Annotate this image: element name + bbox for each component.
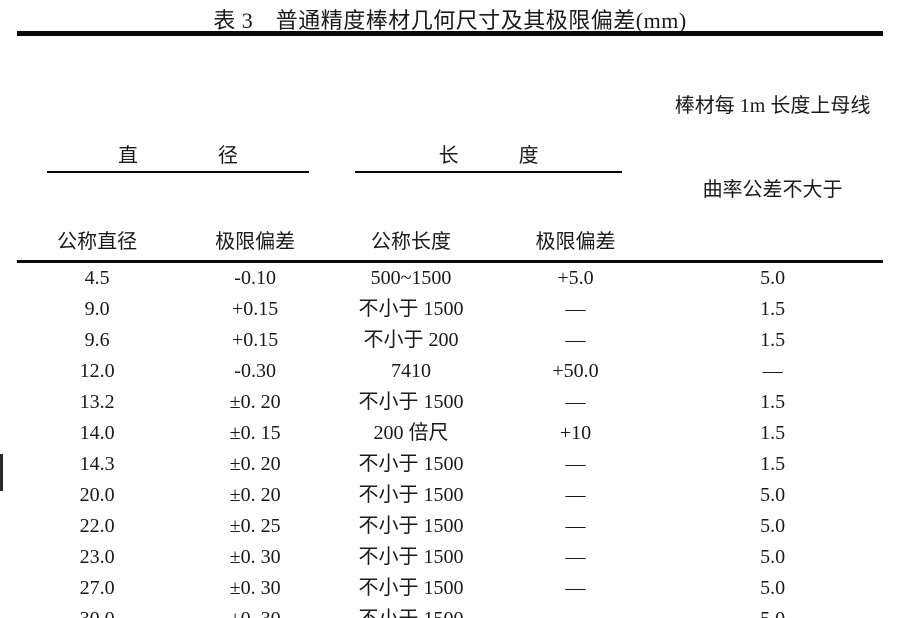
- cell-diameter-deviation: ±0. 15: [229, 422, 281, 444]
- column-group-length: 长 度: [333, 34, 662, 219]
- table-row: 30.0 ±0. 30 不小于 1500 — 5.0: [17, 604, 883, 618]
- table-row: 23.0 ±0. 30 不小于 1500 — 5.0: [17, 542, 883, 573]
- cell-nominal-length: 不小于 1500: [333, 604, 489, 618]
- cell-length-deviation: —: [565, 298, 586, 320]
- table-row: 4.5 -0.10 500~1500 +5.0 5.0: [17, 262, 883, 295]
- cell-nominal-diameter: 4.5: [84, 267, 110, 289]
- table-row: 20.0 ±0. 20 不小于 1500 — 5.0: [17, 480, 883, 511]
- cell-curvature-tolerance: 5.0: [760, 267, 786, 289]
- cell-length-deviation: —: [565, 577, 586, 599]
- cell-curvature-tolerance: 1.5: [760, 298, 786, 320]
- scan-artifact: [0, 454, 3, 491]
- cell-nominal-diameter: 13.2: [79, 391, 115, 413]
- table-row: 14.3 ±0. 20 不小于 1500 — 1.5: [17, 449, 883, 480]
- cell-nominal-diameter: 9.6: [84, 329, 110, 351]
- group-header-row: 直 径 长 度 棒材每 1m 长度上母线 曲率公差不大于: [17, 33, 883, 263]
- table-body: 4.5 -0.10 500~1500 +5.0 5.0 9.0 +0.15 不小…: [17, 262, 883, 618]
- cell-nominal-length: 不小于 1500: [358, 577, 464, 599]
- cell-nominal-length: 不小于 1500: [358, 298, 464, 320]
- cell-nominal-length: 不小于 1500: [358, 453, 464, 475]
- cell-nominal-diameter: 23.0: [79, 546, 115, 568]
- cell-nominal-length: 500~1500: [370, 267, 452, 289]
- cell-curvature-tolerance: 1.5: [760, 453, 786, 475]
- curvature-header-line1: 棒材每 1m 长度上母线: [674, 95, 871, 117]
- cell-diameter-deviation: ±0. 20: [229, 484, 281, 506]
- cell-nominal-diameter: 20.0: [79, 484, 115, 506]
- cell-nominal-length: 不小于 1500: [358, 515, 464, 537]
- cell-nominal-length: 不小于 1500: [358, 484, 464, 506]
- cell-curvature-tolerance: 5.0: [760, 577, 786, 599]
- column-header-nominal-diameter: 公称直径: [17, 218, 178, 263]
- column-header-curvature: 棒材每 1m 长度上母线 曲率公差不大于: [662, 33, 883, 263]
- length-group-label: 长 度: [438, 144, 539, 167]
- length-group-underline: 长 度: [355, 135, 623, 173]
- column-group-diameter: 直 径: [17, 34, 333, 219]
- cell-nominal-length: 7410: [391, 360, 432, 382]
- column-header-length-deviation: 极限偏差: [488, 218, 663, 263]
- cell-length-deviation: +10: [559, 422, 592, 444]
- table-row: 14.0 ±0. 15 200 倍尺 +10 1.5: [17, 418, 883, 449]
- cell-nominal-diameter: 14.3: [79, 453, 115, 475]
- cell-nominal-diameter: 27.0: [79, 577, 115, 599]
- cell-length-deviation: —: [565, 546, 586, 568]
- cell-length-deviation: —: [565, 329, 586, 351]
- table-row: 9.6 +0.15 不小于 200 — 1.5: [17, 325, 883, 356]
- cell-curvature-tolerance: —: [762, 360, 783, 382]
- table-row: 13.2 ±0. 20 不小于 1500 — 1.5: [17, 387, 883, 418]
- table-header: 直 径 长 度 棒材每 1m 长度上母线 曲率公差不大于 公称直径 极限偏差 公…: [17, 33, 883, 263]
- cell-curvature-tolerance: 5.0: [760, 515, 786, 537]
- cell-length-deviation: +5.0: [557, 267, 594, 289]
- cell-diameter-deviation: -0.10: [234, 267, 276, 289]
- table-title: 表 3 普通精度棒材几何尺寸及其极限偏差(mm): [213, 8, 687, 33]
- cell-nominal-length: 不小于 1500: [358, 546, 464, 568]
- cell-nominal-diameter: 12.0: [79, 360, 115, 382]
- cell-curvature-tolerance: 5.0: [760, 484, 786, 506]
- cell-curvature-tolerance: 5.0: [760, 546, 786, 568]
- table-row: 27.0 ±0. 30 不小于 1500 — 5.0: [17, 573, 883, 604]
- cell-curvature-tolerance: 1.5: [760, 329, 786, 351]
- column-header-nominal-length: 公称长度: [333, 218, 489, 263]
- cell-nominal-diameter: 22.0: [79, 515, 115, 537]
- diameter-group-underline: 直 径: [47, 135, 310, 173]
- cell-nominal-diameter: 30.0: [17, 604, 177, 618]
- cell-nominal-length: 200 倍尺: [373, 422, 449, 444]
- cell-nominal-diameter: 9.0: [84, 298, 110, 320]
- diameter-group-label: 直 径: [118, 144, 239, 167]
- cell-diameter-deviation: ±0. 30: [229, 546, 281, 568]
- table-row: 9.0 +0.15 不小于 1500 — 1.5: [17, 294, 883, 325]
- cell-nominal-length: 不小于 1500: [358, 391, 464, 413]
- table-row: 22.0 ±0. 25 不小于 1500 — 5.0: [17, 511, 883, 542]
- cell-length-deviation: +50.0: [552, 360, 599, 382]
- cell-length-deviation: —: [565, 484, 586, 506]
- cell-diameter-deviation: ±0. 25: [229, 515, 281, 537]
- cell-diameter-deviation: ±0. 20: [229, 453, 281, 475]
- column-header-diameter-deviation: 极限偏差: [177, 218, 334, 263]
- cell-diameter-deviation: ±0. 30: [229, 577, 281, 599]
- cell-curvature-tolerance: 1.5: [760, 422, 786, 444]
- cell-length-deviation: —: [565, 515, 586, 537]
- cell-curvature-tolerance: 5.0: [662, 604, 883, 618]
- cell-diameter-deviation: -0.30: [234, 360, 276, 382]
- cell-diameter-deviation: ±0. 20: [229, 391, 281, 413]
- cell-length-deviation: —: [565, 453, 586, 475]
- cell-length-deviation: —: [565, 391, 586, 413]
- cell-nominal-diameter: 14.0: [79, 422, 115, 444]
- cell-curvature-tolerance: 1.5: [760, 391, 786, 413]
- cell-diameter-deviation: +0.15: [232, 298, 279, 320]
- cell-diameter-deviation: +0.15: [232, 329, 279, 351]
- cell-diameter-deviation: ±0. 30: [177, 604, 333, 618]
- cell-nominal-length: 不小于 200: [363, 329, 459, 351]
- sub-header-row: 公称直径 极限偏差 公称长度 极限偏差: [17, 218, 883, 263]
- curvature-header-line2: 曲率公差不大于: [702, 179, 843, 201]
- table-row: 12.0 -0.30 7410 +50.0 —: [17, 356, 883, 387]
- cell-length-deviation: —: [489, 604, 662, 618]
- dimensions-table: 直 径 长 度 棒材每 1m 长度上母线 曲率公差不大于 公称直径 极限偏差 公…: [17, 31, 883, 618]
